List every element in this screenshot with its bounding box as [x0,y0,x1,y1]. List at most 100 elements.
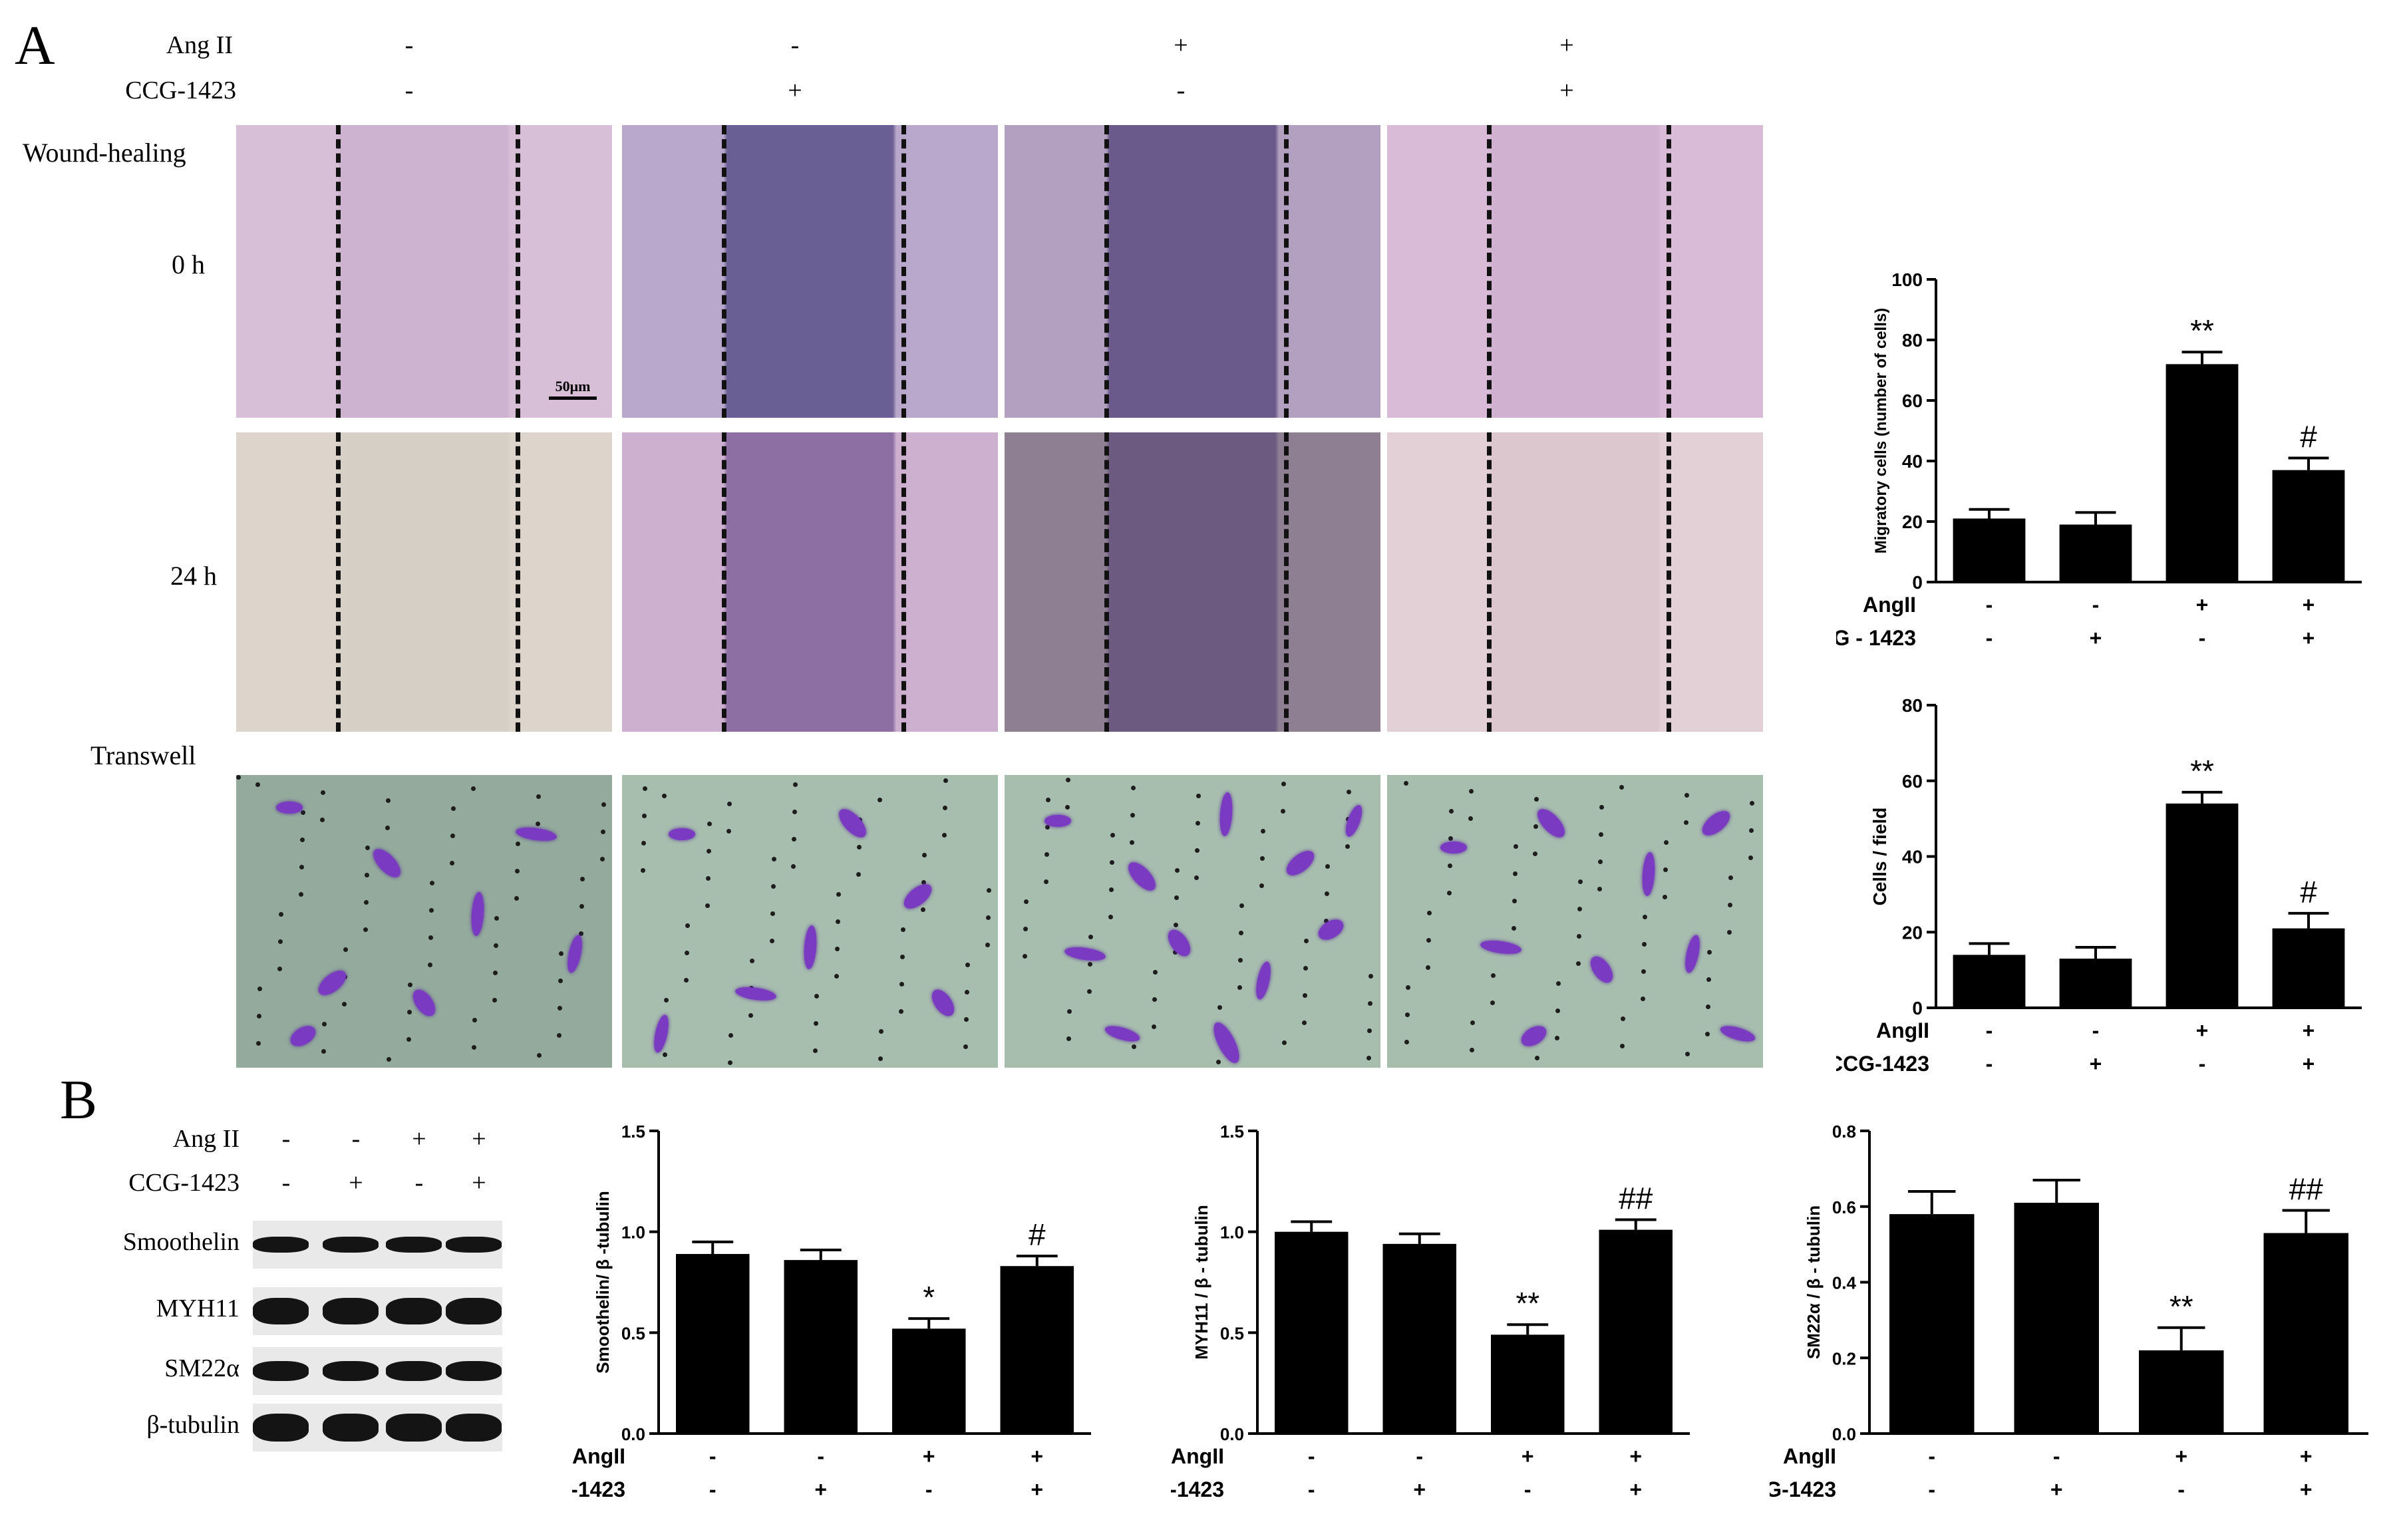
membrane-pore [1749,828,1754,833]
y-axis-label: Migratory cells (number of cells) [1872,308,1890,553]
stained-cell [287,1022,319,1050]
transwell-photo [236,775,612,1068]
membrane-pore [255,782,260,787]
membrane-pore [257,987,262,991]
membrane-pore [643,786,647,791]
membrane-pore [493,971,498,975]
significance-annotation: ## [1619,1181,1653,1215]
bar [2263,1233,2348,1434]
bar [784,1260,858,1434]
membrane-pore [922,853,927,857]
membrane-pore [1684,793,1689,798]
membrane-pore [1448,863,1452,868]
membrane-pore [1555,1036,1559,1040]
membrane-pore [792,810,797,814]
stained-cell [669,828,695,840]
wb-band [386,1298,442,1324]
membrane-pore [1046,798,1050,802]
transwell-photo [622,775,998,1068]
membrane-pore [1664,840,1669,845]
wb-band [253,1237,309,1253]
membrane-pore [727,802,732,806]
membrane-pore [1728,875,1733,880]
stained-cell [470,891,486,937]
wound-edge-line [336,432,341,732]
y-tick-label: 0.6 [1832,1197,1856,1217]
treatment-row-label: AngII [1783,1444,1836,1468]
treatment-row-symbol: + [1031,1444,1043,1468]
bar [2014,1203,2099,1434]
membrane-pore [1066,1036,1071,1041]
membrane-pore [1368,1001,1372,1006]
y-tick-label: 0.5 [621,1323,645,1343]
membrane-pore [1577,934,1581,939]
membrane-pore [386,798,391,803]
membrane-pore [300,838,305,842]
bar [892,1328,966,1434]
membrane-pore [1110,860,1114,865]
transwell-photo [1005,775,1380,1068]
membrane-pore [580,877,585,881]
significance-annotation: ## [2289,1171,2324,1206]
membrane-pore [1260,856,1265,861]
membrane-pore [1728,903,1732,907]
membrane-pore [792,837,796,842]
membrane-pore [342,1002,347,1006]
treatment-row-symbol: - [1308,1477,1315,1501]
treatment-row-symbol: + [1413,1477,1426,1501]
y-tick-label: 0 [1912,572,1923,593]
bar [1889,1214,1975,1434]
membrane-pore [365,846,370,850]
membrane-pore [791,864,796,869]
stained-cell [899,879,936,913]
membrane-pore [1066,778,1070,782]
membrane-pore [1366,1056,1371,1060]
bar [1953,518,2026,582]
y-tick-label: 1.0 [1220,1223,1244,1243]
membrane-pore [536,822,540,826]
treatment-symbol: + [1559,31,1574,59]
wound-edge-line [722,432,726,732]
treatment-row-symbol: - [817,1444,824,1468]
wb-treatment-symbol: - [281,1169,291,1197]
row-label-transwell: Transwell [90,740,196,770]
wb-band [323,1414,379,1442]
significance-annotation: # [2300,419,2317,454]
membrane-pore [1174,923,1178,927]
membrane-pore [1194,875,1199,880]
membrane-pore [299,865,304,869]
treatment-row-symbol: + [923,1444,935,1468]
wb-band [323,1298,379,1324]
wb-strip [253,1347,502,1395]
membrane-pore [965,963,970,967]
y-axis-label: Smoothelin/ β -tubulin [593,1191,613,1373]
treatment-row-symbol: + [2303,1018,2315,1042]
membrane-pore [1153,970,1158,975]
treatment-symbol: - [404,31,414,59]
y-axis-label: MYH11 / β - tubulin [1192,1205,1211,1360]
wb-treatment-symbol: + [412,1125,426,1153]
treatment-row-symbol: + [2175,1444,2187,1468]
membrane-pore [685,951,689,955]
bar [2139,1350,2224,1434]
membrane-pore [921,907,925,912]
membrane-pore [771,884,776,889]
treatment-row-symbol: + [1629,1444,1642,1468]
stained-cell [1698,806,1734,840]
stained-cell [1586,952,1617,987]
wb-band [446,1298,502,1324]
membrane-pore [1727,930,1732,935]
wound-edge-line [901,125,906,418]
wound-edge-line [722,125,726,418]
bar [1953,955,2026,1008]
membrane-pore [726,829,731,834]
membrane-pore [1368,974,1373,979]
wound-edge-line [1487,432,1492,732]
stained-cell [1044,815,1071,827]
treatment-row-label: AngII [1876,1018,1929,1042]
y-tick-label: 0.5 [1220,1323,1244,1343]
membrane-pore [278,939,283,944]
treatment-row-symbol: - [925,1477,933,1501]
panel-a-letter: A [15,15,55,77]
membrane-pore [321,790,325,795]
